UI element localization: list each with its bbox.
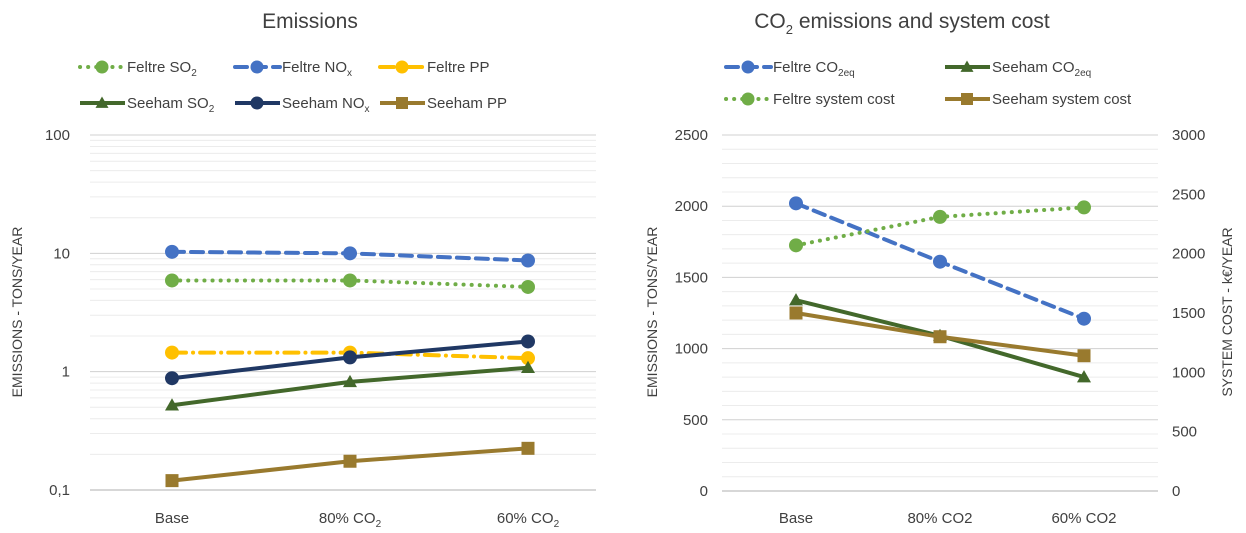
right-data-point [933, 254, 947, 269]
left-data-point [165, 398, 179, 411]
right-y2-tick-label: 3000 [1172, 127, 1205, 144]
right-data-point [1077, 370, 1091, 383]
left-legend-marker [395, 60, 409, 74]
right-x-tick-label: 60% CO2 [1051, 510, 1116, 527]
right-data-point [1077, 200, 1091, 215]
right-legend-marker [960, 60, 974, 72]
right-y2-tick-label: 1000 [1172, 364, 1205, 381]
right-y-tick-label: 0 [700, 483, 708, 500]
left-data-point [521, 360, 535, 373]
left-x-tick-label: 60% CO2 [497, 510, 560, 528]
left-legend-label: Feltre PP [427, 59, 490, 76]
right-y2-axis-title: SYSTEM COST - k€/YEAR [1219, 227, 1235, 396]
right-legend-label: Feltre system cost [773, 91, 896, 108]
right-x-tick-label: 80% CO2 [907, 510, 972, 527]
right-y2-tick-label: 2500 [1172, 186, 1205, 203]
left-data-point [165, 273, 179, 288]
left-chart-title: Emissions [262, 10, 358, 33]
left-legend-label: Seeham SO2 [127, 95, 215, 115]
right-y-tick-label: 1500 [675, 269, 708, 286]
right-x-tick-label: Base [779, 510, 813, 527]
left-legend-marker [95, 60, 109, 74]
right-y2-tick-label: 500 [1172, 424, 1197, 441]
right-chart-title: CO2 emissions and system cost [754, 10, 1050, 37]
right-data-point [1077, 349, 1091, 363]
left-legend-label: Seeham NOx [282, 95, 370, 115]
right-title-main: CO [754, 10, 786, 33]
right-legend-marker [741, 92, 755, 106]
right-y2-tick-label: 2000 [1172, 246, 1205, 263]
left-data-point [165, 345, 179, 360]
left-legend-marker [95, 96, 109, 108]
right-y-tick-label: 2000 [675, 198, 708, 215]
left-data-point [343, 273, 357, 288]
right-data-point [789, 196, 803, 211]
left-y-tick-label: 0,1 [49, 482, 70, 499]
left-data-point [165, 244, 179, 259]
left-legend-label: Feltre NOx [282, 59, 352, 79]
right-title-rest: emissions and system cost [793, 10, 1050, 33]
right-legend-marker [961, 93, 973, 105]
right-y-axis-title: EMISSIONS - TONS/YEAR [644, 227, 660, 398]
left-data-point [521, 351, 535, 366]
left-legend-marker [250, 96, 264, 110]
left-legend-marker [396, 97, 408, 109]
left-y-axis-title: EMISSIONS - TONS/YEAR [9, 227, 25, 398]
left-data-point [521, 441, 535, 455]
right-y-tick-label: 2500 [675, 127, 708, 144]
left-data-point [343, 374, 357, 388]
right-data-point [933, 330, 947, 344]
left-data-point [521, 334, 535, 349]
left-data-point [165, 474, 179, 488]
left-data-point [165, 371, 179, 386]
left-legend-marker [250, 60, 264, 74]
right-legend-label: Seeham CO2eq [992, 59, 1091, 79]
right-data-point [789, 293, 803, 306]
right-legend-label: Seeham system cost [992, 91, 1132, 108]
right-y-tick-label: 500 [683, 412, 708, 429]
left-y-tick-label: 100 [45, 127, 70, 144]
right-y-tick-label: 1000 [675, 341, 708, 358]
right-legend-marker [741, 60, 755, 74]
left-legend-label: Feltre SO2 [127, 59, 197, 79]
left-data-point [343, 246, 357, 261]
right-data-point [789, 306, 803, 320]
left-x-tick-label: 80% CO2 [319, 510, 382, 528]
left-y-tick-label: 1 [62, 364, 70, 381]
right-data-point [1077, 311, 1091, 326]
right-title-sub: 2 [786, 22, 793, 37]
left-data-point [343, 454, 357, 468]
left-x-tick-label: Base [155, 510, 189, 527]
left-data-point [521, 253, 535, 268]
right-legend-label: Feltre CO2eq [773, 59, 855, 79]
left-y-tick-label: 10 [53, 245, 70, 262]
right-y2-tick-label: 1500 [1172, 305, 1205, 322]
right-data-point [933, 209, 947, 224]
left-data-point [521, 279, 535, 294]
right-y2-tick-label: 0 [1172, 483, 1180, 500]
left-data-point [343, 350, 357, 365]
right-data-point [789, 238, 803, 253]
left-legend-label: Seeham PP [427, 95, 507, 112]
